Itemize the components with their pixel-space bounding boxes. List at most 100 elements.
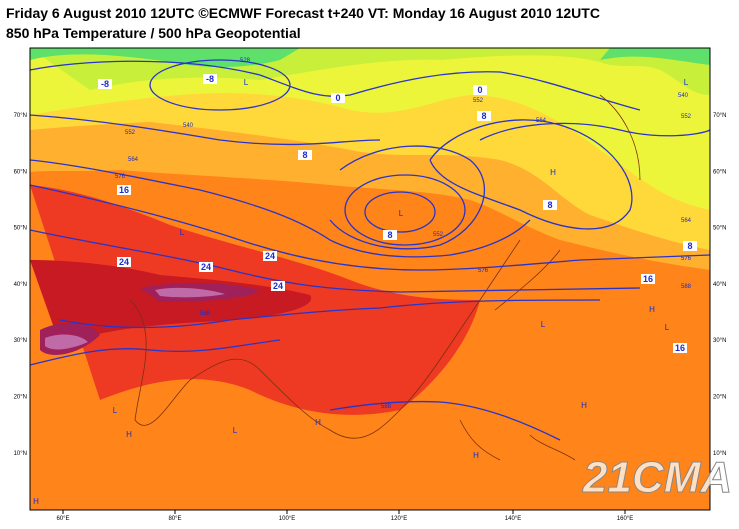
latitude-label: 10°N xyxy=(14,451,27,457)
temperature-label: 24 xyxy=(119,257,129,267)
geopotential-contour xyxy=(29,60,641,111)
temperature-label: 0 xyxy=(335,93,340,103)
label-box xyxy=(641,274,655,284)
geopotential-label: 588 xyxy=(681,284,692,290)
geopotential-label: 576 xyxy=(681,256,692,262)
geopotential-contour xyxy=(29,184,711,271)
temperature-label: 8 xyxy=(547,200,552,210)
temperature-label: -8 xyxy=(101,79,109,89)
geopotential-label: 576 xyxy=(115,174,126,180)
geopotential-label: 552 xyxy=(433,232,444,238)
geopotential-contour xyxy=(29,339,281,366)
label-box xyxy=(673,343,687,353)
label-box xyxy=(98,79,112,89)
pressure-center: L xyxy=(684,78,689,87)
latitude-label: 70°N xyxy=(713,113,726,119)
geopotential-label: 552 xyxy=(681,114,692,120)
latitude-label: 70°N xyxy=(14,113,27,119)
geopotential-contour xyxy=(29,159,531,258)
band-28 xyxy=(30,260,312,345)
pressure-center: H xyxy=(33,497,39,506)
band-8 xyxy=(30,48,710,210)
geopotential-label: 552 xyxy=(473,98,484,104)
label-box xyxy=(473,85,487,95)
label-box xyxy=(117,257,131,267)
pressure-center: H xyxy=(550,168,556,177)
pressure-center: L xyxy=(113,406,118,415)
latitude-label: 60°N xyxy=(14,169,27,175)
pressure-center: H xyxy=(126,430,132,439)
geopotential-label: 564 xyxy=(536,118,547,124)
label-box xyxy=(383,230,397,240)
longitude-label: 140°E xyxy=(505,516,521,522)
geopotential-label: 564 xyxy=(128,157,139,163)
temperature-label: 8 xyxy=(481,111,486,121)
pressure-center: L xyxy=(180,228,185,237)
watermark: 21CMA xyxy=(582,453,732,502)
label-box xyxy=(203,74,217,84)
temperature-label: 24 xyxy=(273,281,283,291)
temperature-label: 8 xyxy=(302,150,307,160)
latitude-label: 40°N xyxy=(713,282,726,288)
geopotential-label: 528 xyxy=(240,58,251,64)
geopotential-label: 552 xyxy=(125,130,136,136)
pressure-center: H xyxy=(473,451,479,460)
latitude-label: 40°N xyxy=(14,282,27,288)
band-36 xyxy=(45,287,225,350)
longitude-label: 120°E xyxy=(391,516,407,522)
geopotential-label: 588 xyxy=(200,311,211,317)
geopotential-contour xyxy=(29,229,641,293)
temperature-label: -8 xyxy=(206,74,214,84)
geopotential-label: 576 xyxy=(478,268,489,274)
label-box xyxy=(199,262,213,272)
coastline xyxy=(459,94,641,461)
pressure-center: L xyxy=(233,426,238,435)
geopotential-contour xyxy=(364,191,436,233)
pressure-center: L xyxy=(665,323,670,332)
latitude-label: 20°N xyxy=(14,395,27,401)
longitude-label: 80°E xyxy=(168,516,181,522)
latitude-label: 30°N xyxy=(14,338,27,344)
label-box xyxy=(543,200,557,210)
label-box xyxy=(298,150,312,160)
pressure-center: L xyxy=(399,209,404,218)
subtitle: 850 hPa Temperature / 500 hPa Geopotenti… xyxy=(6,25,301,41)
geopotential-label: 588 xyxy=(381,404,392,410)
temperature-label: 24 xyxy=(201,262,211,272)
geopotential-label: 540 xyxy=(183,123,194,129)
temperature-label: 16 xyxy=(119,185,129,195)
temperature-label: 8 xyxy=(687,241,692,251)
pressure-center: H xyxy=(315,418,321,427)
geopotential-contour xyxy=(329,145,486,250)
pressure-center: H xyxy=(649,305,655,314)
temperature-label: 16 xyxy=(643,274,653,284)
geopotential-contour xyxy=(344,174,466,246)
latitude-label: 60°N xyxy=(713,169,726,175)
latitude-label: 20°N xyxy=(713,395,726,401)
latitude-label: 10°N xyxy=(713,451,726,457)
longitude-label: 100°E xyxy=(279,516,295,522)
latitude-label: 50°N xyxy=(713,226,726,232)
temperature-label: 16 xyxy=(675,343,685,353)
latitude-label: 50°N xyxy=(14,226,27,232)
label-box xyxy=(683,241,697,251)
pressure-center: H xyxy=(581,401,587,410)
geopotential-contour xyxy=(149,59,291,111)
pressure-center: L xyxy=(541,320,546,329)
temperature-label: 0 xyxy=(477,85,482,95)
map-area xyxy=(29,47,711,511)
longitude-label: 60°E xyxy=(56,516,69,522)
label-box xyxy=(117,185,131,195)
longitude-label: 160°E xyxy=(617,516,633,522)
geopotential-label: 564 xyxy=(681,218,692,224)
label-box xyxy=(263,251,277,261)
label-box xyxy=(331,93,345,103)
geopotential-contour xyxy=(29,114,711,146)
band-cold xyxy=(30,48,710,68)
geopotential-contour xyxy=(329,400,561,441)
label-box xyxy=(477,111,491,121)
geopotential-contour xyxy=(429,119,633,230)
title: Friday 6 August 2010 12UTC ©ECMWF Foreca… xyxy=(6,5,600,21)
band-32 xyxy=(40,283,260,355)
